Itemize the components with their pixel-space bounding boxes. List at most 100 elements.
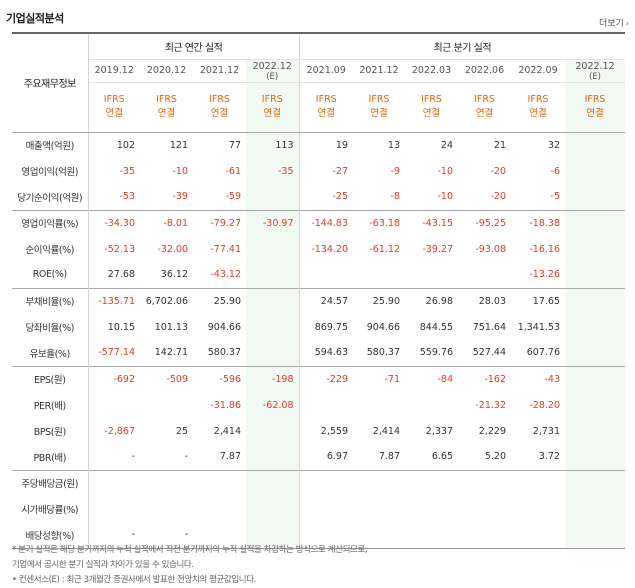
table-row: 시가배당률(%) [12,496,626,522]
table-cell: -134.20 [298,236,353,262]
table-cell: 869.75 [298,314,353,340]
table-cell [565,418,626,444]
table-cell: -2,867 [104,425,135,437]
ifrs-label: IFRS [474,94,495,105]
table-cell: 7.87 [378,451,400,463]
table-cell [405,262,458,288]
consolidated-label: 연결 [529,108,547,119]
table-cell: -162 [458,365,511,392]
table-cell: 24 [440,139,453,151]
ifrs-header: IFRS 연결 [246,82,299,133]
consolidated-label: 연결 [586,108,604,119]
table-cell: -692 [88,365,140,392]
ifrs-header: IFRS 연결 [88,82,140,133]
table-row: PER(배) -31.86 -62.08 -21.32 -28.20 [12,392,626,418]
table-cell: 580.37 [366,347,400,359]
footnote-2: 기업에서 공시한 분기 실적과 차이가 있을 수 있습니다. [12,560,194,570]
row-label: 영업이익률(%) [12,209,89,236]
table-cell: 904.66 [366,321,400,333]
group-annual: 최근 연간 실적 [88,33,299,60]
table-cell [193,469,246,496]
table-cell: -18.38 [511,209,565,236]
table-cell [140,392,193,418]
table-cell [246,184,299,210]
table-row: 당기순이익(억원) -53 -39 -59 -25 -8 -10 -20 -5 [12,184,626,210]
table-cell: -35 [119,165,135,177]
table-row: 당좌비율(%) 10.15 101.13 904.66 869.75 904.66 844.… [12,314,626,340]
group-quarterly: 최근 분기 실적 [298,33,626,60]
table-cell [458,522,511,549]
table-cell: -13.26 [529,269,560,281]
table-cell [458,469,511,496]
row-label: 시가배당률(%) [12,496,89,522]
table-cell [246,418,299,444]
table-cell: - [140,522,193,549]
table-cell: 10.15 [107,321,135,333]
period-label: 2021.09 [306,65,346,76]
section-title: 기업실적분석 [6,12,64,25]
ifrs-label: IFRS [156,94,177,105]
ifrs-header: IFRS 연결 [298,82,353,133]
table-cell: -135.71 [88,287,140,314]
table-cell: 27.68 [107,269,135,281]
consolidated-label: 연결 [317,108,335,119]
table-cell [193,522,246,549]
table-cell [565,132,626,158]
table-cell [246,262,299,288]
table-cell: -43.12 [210,269,241,281]
consolidated-label: 연결 [157,108,176,119]
row-label: 유보율(%) [12,340,89,366]
table-cell: 2,229 [478,425,506,437]
ifrs-label: IFRS [584,94,606,105]
period-label: 2021.12 [359,65,399,76]
table-cell: -509 [140,365,193,392]
table-cell [246,287,299,314]
table-cell: -144.83 [298,209,353,236]
table-cell: -52.13 [104,243,135,255]
table-cell: -61 [225,165,241,177]
table-cell: -34.30 [88,209,140,236]
estimate-marker: (E) [266,71,279,82]
table-cell [298,392,353,418]
footnote-1: * 분기 실적은 해당 분기까지의 누적 실적에서 직전 분기까지의 누적 실적… [12,545,368,555]
estimate-marker: (E) [589,71,602,82]
ifrs-label: IFRS [421,94,442,105]
period-header: 2021.09 [298,59,353,83]
consolidated-label: 연결 [475,108,494,119]
row-label: 매출액(억원) [12,132,89,158]
table-cell: -20 [490,165,506,177]
table-cell [246,444,299,470]
table-cell [140,469,193,496]
table-cell: -5 [550,191,560,203]
ifrs-header: IFRS 연결 [565,82,626,133]
table-cell: 19 [298,132,353,158]
table-cell: 113 [246,132,299,158]
row-label: 주당배당금(원) [12,469,89,496]
ifrs-header: IFRS 연결 [511,82,565,133]
table-cell [511,496,565,522]
table-cell [565,365,626,392]
table-cell: 3.72 [538,451,560,463]
ifrs-label: IFRS [209,94,230,105]
table-cell: 607.76 [526,347,560,359]
table-cell: 36.12 [160,269,188,281]
more-link[interactable]: 더보기 › [599,16,629,29]
table-cell: -6 [550,165,560,177]
table-cell: -198 [246,365,299,392]
financial-summary-table: 주요재무정보 최근 연간 실적 최근 분기 실적 2019.12 2020.12 2… [12,32,626,549]
table-cell: 580.37 [207,347,241,359]
table-cell: 121 [169,139,188,151]
table-cell [405,496,458,522]
ifrs-header: IFRS 연결 [405,82,458,133]
table-cell [511,522,565,549]
table-cell: -30.97 [246,209,299,236]
table-cell [88,392,140,418]
table-cell: -25 [298,184,353,210]
table-cell: -71 [353,365,405,392]
table-cell [246,522,299,549]
table-cell: 24.57 [298,287,353,314]
ifrs-header: IFRS 연결 [140,82,193,133]
table-cell: 559.76 [419,347,453,359]
table-cell: -62.08 [246,392,299,418]
table-cell: -43 [511,365,565,392]
